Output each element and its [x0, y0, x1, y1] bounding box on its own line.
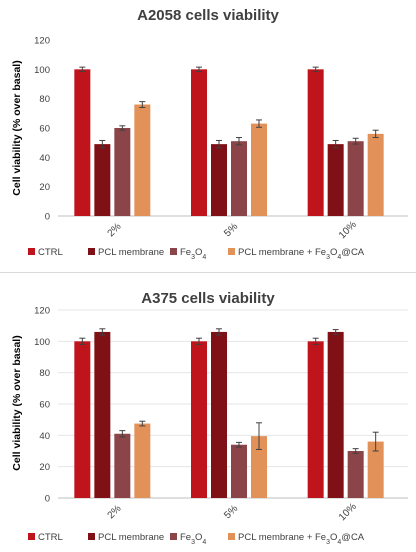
- bar: [231, 141, 247, 216]
- legend-swatch: [28, 248, 35, 255]
- bar: [251, 123, 267, 216]
- chart-a375: A375 cells viability Cell viability (% o…: [0, 278, 416, 552]
- y-axis-label: Cell viability (% over basal): [11, 60, 23, 195]
- legend-label: PCL membrane + Fe3O4@CA: [238, 532, 365, 546]
- y-tick-label: 80: [39, 94, 50, 105]
- bar: [74, 341, 91, 498]
- y-tick-label: 120: [34, 306, 50, 317]
- bar: [367, 441, 384, 498]
- x-tick-label: 2%: [106, 221, 124, 239]
- chart-a2058-svg: A2058 cells viability Cell viability (% …: [11, 7, 408, 261]
- panel-divider: [0, 272, 416, 273]
- bar: [251, 436, 267, 498]
- x-tick-label: 2%: [106, 503, 124, 521]
- legend-swatch: [228, 533, 235, 540]
- y-tick-label: 0: [45, 494, 50, 505]
- legend-label: CTRL: [38, 247, 63, 258]
- legend-label: PCL membrane: [98, 247, 164, 258]
- y-tick-label: 60: [39, 124, 50, 135]
- x-tick-label: 5%: [222, 503, 240, 521]
- bar: [327, 331, 344, 498]
- legend-swatch: [228, 248, 235, 255]
- y-tick-label: 20: [39, 462, 50, 473]
- y-axis-label: Cell viability (% over basal): [11, 335, 23, 470]
- legend-swatch: [170, 248, 177, 255]
- bar: [94, 331, 111, 498]
- bar: [347, 141, 364, 216]
- y-tick-label: 100: [34, 337, 50, 348]
- legend-swatch: [28, 533, 35, 540]
- x-tick-label: 10%: [337, 501, 359, 523]
- x-tick-label: 10%: [337, 219, 359, 241]
- chart-title: A375 cells viability: [141, 290, 275, 307]
- legend-label: PCL membrane: [98, 532, 164, 543]
- y-tick-label: 0: [45, 212, 50, 223]
- bar: [134, 104, 151, 216]
- chart-title: A2058 cells viability: [137, 7, 279, 24]
- bar: [347, 451, 364, 498]
- y-tick-label: 60: [39, 400, 50, 411]
- legend-label: Fe3O4: [180, 532, 206, 546]
- y-tick-label: 120: [34, 36, 50, 47]
- bar: [74, 69, 91, 216]
- y-tick-label: 40: [39, 431, 50, 442]
- bar: [114, 128, 131, 216]
- legend-label: CTRL: [38, 532, 63, 543]
- bar: [307, 341, 324, 498]
- y-tick-label: 40: [39, 153, 50, 164]
- legend-label: Fe3O4: [180, 247, 206, 261]
- bar: [114, 433, 131, 498]
- bar: [211, 144, 227, 216]
- x-tick-label: 5%: [222, 221, 240, 239]
- y-tick-label: 80: [39, 368, 50, 379]
- bar: [94, 144, 111, 216]
- bar: [327, 144, 344, 216]
- chart-a2058: A2058 cells viability Cell viability (% …: [0, 0, 416, 270]
- bar: [367, 133, 384, 216]
- bar: [231, 444, 247, 498]
- bar: [307, 69, 324, 216]
- y-tick-label: 100: [34, 65, 50, 76]
- bar: [191, 341, 207, 498]
- legend-label: PCL membrane + Fe3O4@CA: [238, 247, 365, 261]
- legend-swatch: [170, 533, 177, 540]
- legend-swatch: [88, 248, 95, 255]
- bar: [191, 69, 207, 216]
- y-tick-label: 20: [39, 182, 50, 193]
- legend-swatch: [88, 533, 95, 540]
- bar: [134, 423, 151, 498]
- bar: [211, 331, 227, 498]
- chart-a375-svg: A375 cells viability Cell viability (% o…: [11, 290, 408, 546]
